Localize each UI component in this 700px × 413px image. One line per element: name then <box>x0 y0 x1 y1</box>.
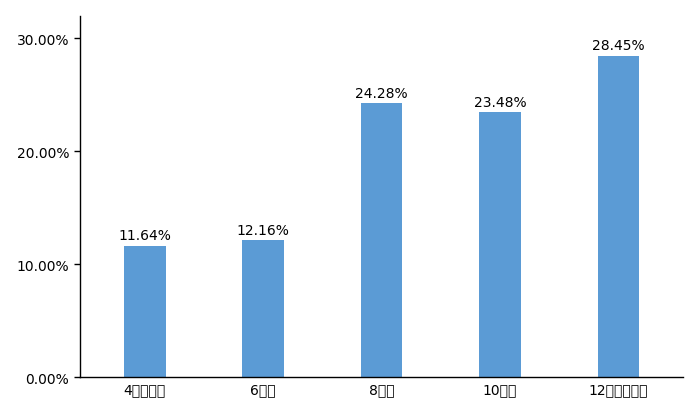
Text: 28.45%: 28.45% <box>592 39 645 53</box>
Text: 23.48%: 23.48% <box>474 95 526 109</box>
Bar <box>480 113 521 377</box>
Text: 11.64%: 11.64% <box>118 229 172 243</box>
Bar <box>598 57 639 377</box>
Bar <box>242 240 284 377</box>
Text: 24.28%: 24.28% <box>355 86 408 100</box>
Bar <box>360 104 402 377</box>
Bar <box>124 246 165 377</box>
Text: 12.16%: 12.16% <box>237 223 290 237</box>
